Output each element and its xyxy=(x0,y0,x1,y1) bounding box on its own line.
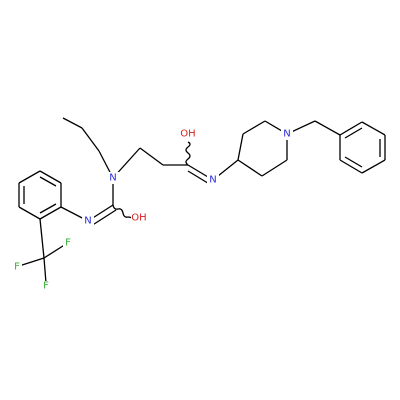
atom-label: F xyxy=(14,262,20,273)
atom-label: OH xyxy=(131,213,146,224)
atom-label: N xyxy=(84,216,91,227)
atom-label: N xyxy=(109,173,116,184)
atom-label: OH xyxy=(180,129,195,140)
bonds xyxy=(18,117,386,284)
atom-label: N xyxy=(209,175,216,186)
atom-labels: OH N N N N OH F F F xyxy=(12,127,293,292)
atom-label: F xyxy=(43,281,49,292)
atom-label: F xyxy=(65,238,71,249)
atom-label: N xyxy=(283,129,290,140)
